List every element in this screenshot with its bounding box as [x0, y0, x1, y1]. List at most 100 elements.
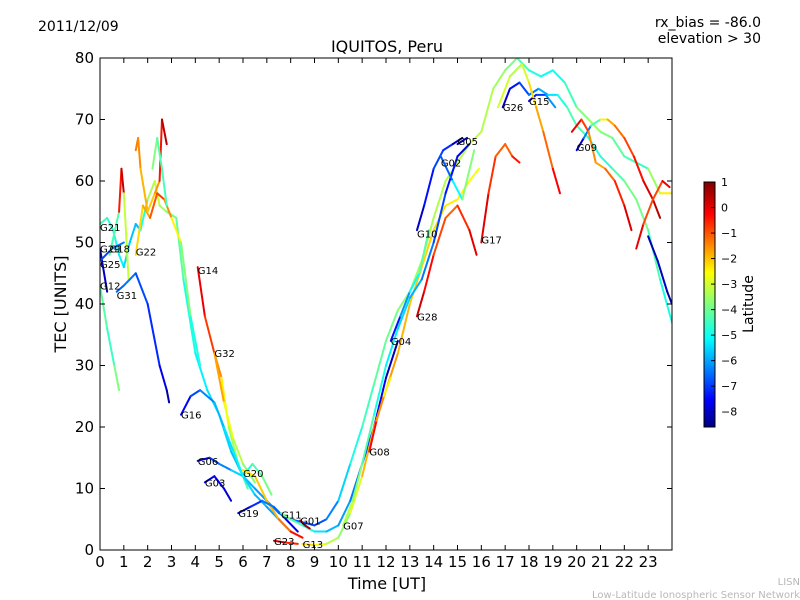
series-segment [242, 462, 254, 478]
series-segment [468, 229, 478, 256]
series-segment [230, 469, 244, 478]
series-segment [242, 469, 256, 478]
series-segment [361, 413, 376, 465]
series-label: G03 [205, 478, 225, 489]
series-label: G20 [243, 469, 263, 480]
series-segment [487, 155, 497, 195]
series-segment [180, 395, 192, 416]
x-tick-label: 20 [567, 553, 586, 571]
series-segment [218, 462, 233, 472]
y-tick-label: 0 [84, 541, 94, 559]
colorbar-tick-label: −7 [721, 380, 737, 393]
series-segment [165, 389, 171, 404]
series-segment [396, 296, 411, 330]
series-segment [342, 499, 354, 527]
rx-bias-label: rx_bias = -86.0 [655, 15, 761, 31]
series-label: G04 [391, 337, 411, 348]
series-segment [389, 315, 402, 342]
series-segment [203, 315, 216, 355]
series-segment [272, 539, 287, 544]
series-segment [232, 450, 244, 478]
y-tick-label: 70 [75, 111, 94, 129]
series-g22 [134, 192, 202, 367]
series-label: G07 [343, 521, 363, 532]
series-segment [242, 475, 256, 496]
series-segment [110, 241, 125, 250]
series-segment [508, 81, 521, 90]
x-tick-label: 14 [424, 553, 443, 571]
colorbar-ticks: 1 0 −1 −2 −3 −4 −5 −6 −7 −8 [711, 176, 737, 419]
series-segment [289, 530, 304, 539]
series-segment [213, 475, 225, 490]
x-tick-label: 13 [400, 553, 419, 571]
series-segment [134, 272, 149, 305]
x-tick-label: 10 [329, 553, 348, 571]
x-tick-label: 16 [472, 553, 491, 571]
series-segment [385, 339, 399, 379]
series-segment [100, 216, 109, 226]
x-tick-label: 3 [167, 553, 177, 571]
series-segment [232, 438, 244, 465]
elevation-label: elevation > 30 [658, 31, 761, 47]
series-segment [520, 63, 530, 84]
series-segment [146, 180, 156, 201]
series-label: G15 [529, 97, 549, 108]
series-segment [451, 180, 464, 201]
series-segment [351, 462, 364, 502]
series-label: G31 [117, 291, 137, 302]
x-tick-label: 11 [353, 553, 372, 571]
series-segment [272, 505, 287, 521]
series-segment [642, 198, 654, 226]
series-segment [303, 524, 311, 530]
series-segment [301, 521, 316, 527]
x-tick-label: 18 [519, 553, 538, 571]
series-label: G17 [481, 235, 501, 246]
series-label: G09 [577, 143, 597, 154]
series-segment [146, 192, 156, 213]
series-segment [444, 204, 459, 219]
y-tick-label: 80 [75, 49, 94, 67]
series-g09 [575, 118, 662, 219]
series-g17 [480, 143, 521, 244]
series-segment [108, 210, 121, 256]
series-segment [106, 327, 116, 367]
series-segment [461, 149, 476, 201]
series-segment [632, 155, 645, 182]
x-tick-label: 1 [119, 553, 129, 571]
y-axis-label: TEC [UNITS] [51, 256, 70, 354]
series-segment [623, 180, 638, 201]
series-segment [222, 426, 235, 453]
series-segment [456, 143, 471, 158]
series-segment [468, 130, 483, 146]
series-segment [613, 124, 626, 139]
series-segment [535, 106, 545, 133]
x-tick-label: 22 [615, 553, 634, 571]
colorbar-tick-label: −5 [721, 329, 737, 342]
series-segment [539, 69, 554, 78]
series-label: G19 [238, 509, 258, 520]
x-tick-label: 8 [286, 553, 296, 571]
series-g06 [196, 456, 273, 496]
series-segment [194, 352, 209, 392]
series-segment [158, 118, 163, 182]
series-segment [122, 192, 130, 281]
date-label: 2011/12/09 [38, 19, 119, 35]
series-segment [396, 303, 411, 355]
y-tick-label: 10 [75, 480, 94, 498]
series-segment [118, 253, 125, 269]
series-segment [189, 389, 202, 398]
series-segment [551, 167, 561, 195]
series-segment [249, 499, 264, 508]
series-segment [647, 235, 659, 262]
x-tick-label: 4 [191, 553, 201, 571]
series-label: G10 [417, 229, 437, 240]
series-g13 [301, 167, 480, 547]
series-segment [113, 364, 121, 392]
series-g10 [415, 136, 464, 232]
series-label: G18 [110, 245, 130, 256]
series-g12 [100, 247, 109, 293]
series-segment [623, 155, 638, 164]
series-segment [373, 364, 387, 416]
series-g01b [647, 235, 672, 305]
series-label: G21 [100, 223, 120, 234]
